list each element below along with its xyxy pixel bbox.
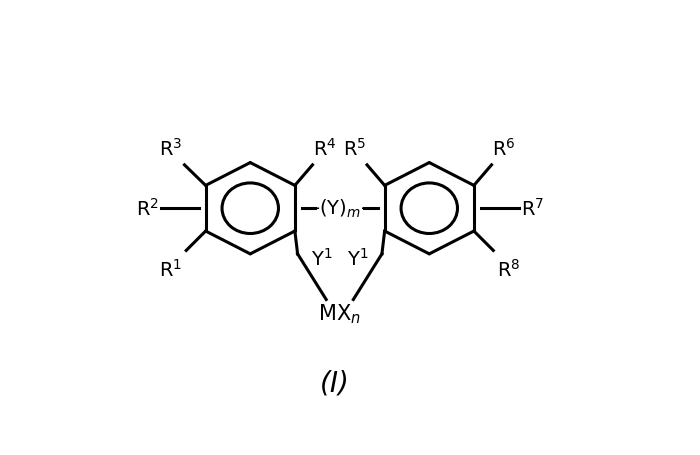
Text: R$^4$: R$^4$ <box>313 137 336 159</box>
Text: -(Y)$_m$-: -(Y)$_m$- <box>312 197 368 220</box>
Text: R$^1$: R$^1$ <box>160 258 183 280</box>
Text: R$^6$: R$^6$ <box>491 137 515 159</box>
Text: R$^3$: R$^3$ <box>160 137 183 159</box>
Text: R$^5$: R$^5$ <box>344 137 367 159</box>
Text: Y$^1$: Y$^1$ <box>347 247 368 269</box>
Text: Y$^1$: Y$^1$ <box>312 247 332 269</box>
Text: R$^7$: R$^7$ <box>521 198 544 220</box>
Text: R$^8$: R$^8$ <box>497 258 520 280</box>
Text: MX$_n$: MX$_n$ <box>318 302 361 326</box>
Text: (I): (I) <box>319 368 349 396</box>
Text: R$^2$: R$^2$ <box>136 198 159 220</box>
